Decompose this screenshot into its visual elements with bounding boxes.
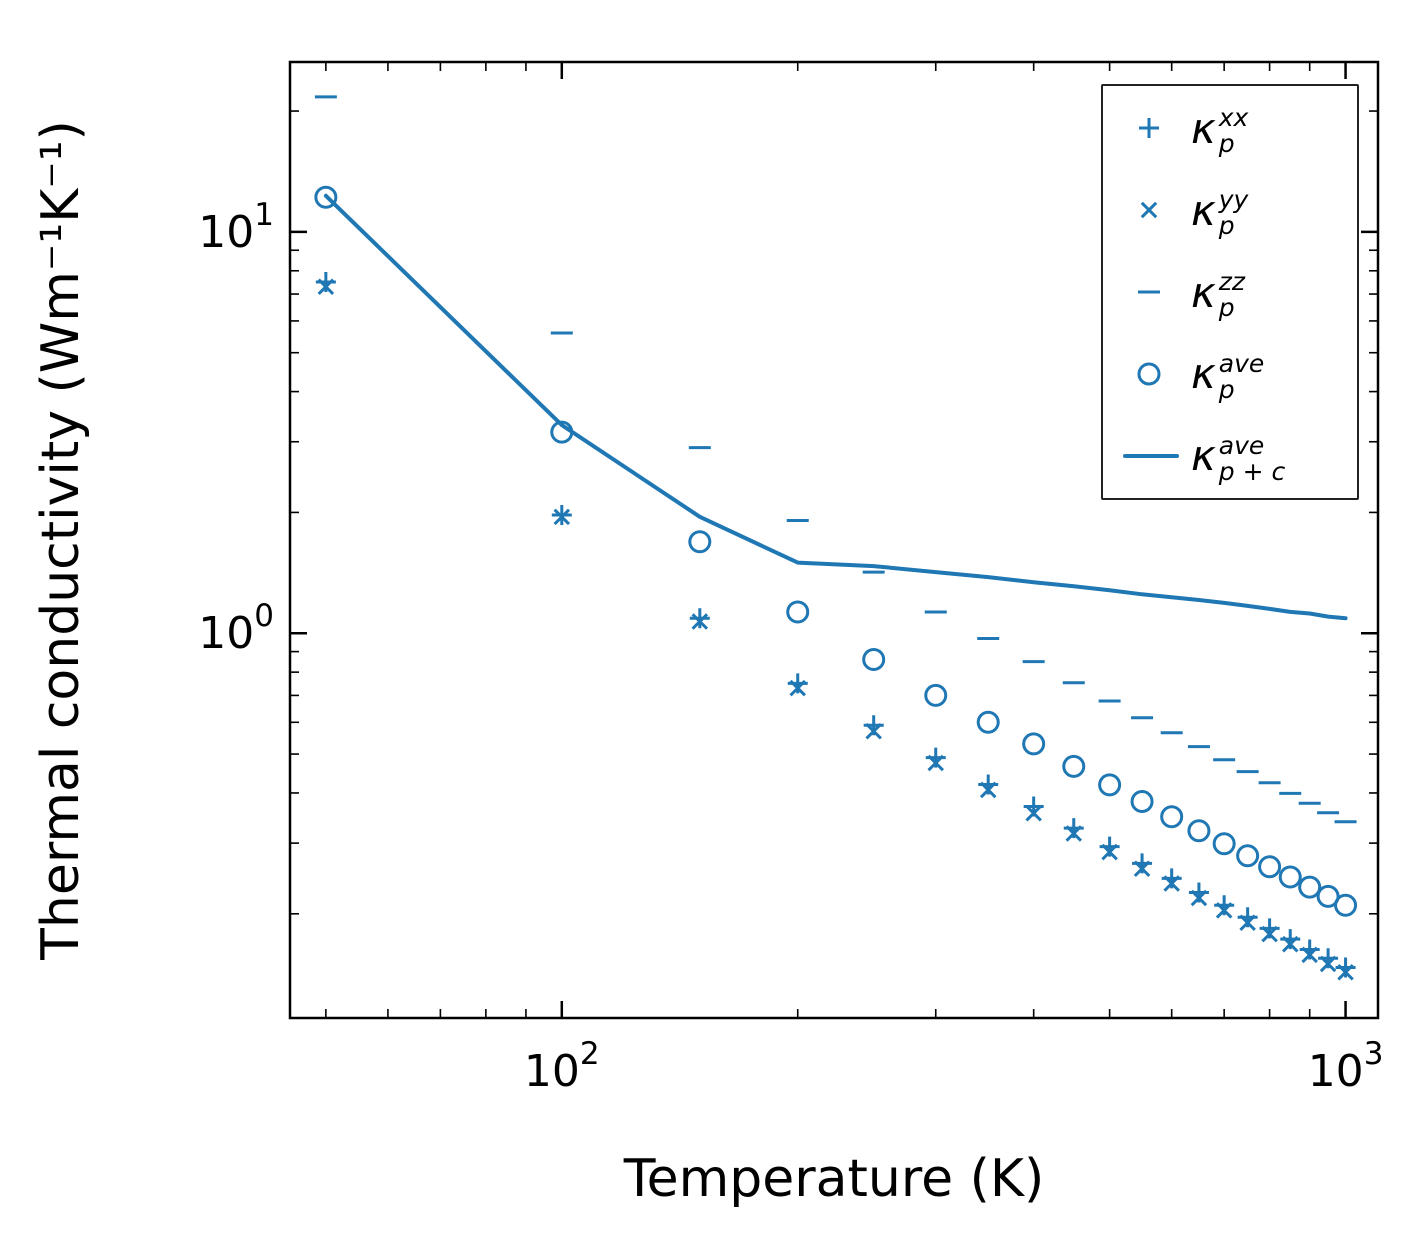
marker-x [927,754,945,772]
tick-label: 102 [524,1036,600,1097]
marker-circle [976,710,1000,734]
marker-x [1261,925,1278,943]
marker-circle [1278,865,1302,889]
marker-circle [314,185,338,209]
plot-border [288,60,1380,1020]
kappa-scripts: zz p [1218,266,1246,322]
marker-x [317,278,335,295]
marker-x [1239,914,1256,931]
marker-x [979,781,997,799]
series-kappa-p-yy [317,278,1354,981]
marker-x [1025,805,1042,822]
marker-x [553,508,571,526]
marker-circle [1212,832,1236,856]
marker-circle [1022,732,1046,756]
marker-x [1215,902,1233,919]
marker-circle [1098,773,1122,797]
x-legend-marker-icon [1140,201,1158,219]
superscript: yy [1218,184,1249,214]
x-axis-label: Temperature (K) [623,1149,1045,1209]
marker-x [1319,955,1337,973]
marker-x [865,722,882,740]
marker-x [1101,843,1118,861]
marker-circle [1316,884,1340,908]
kappa-symbol: κ [1191,431,1216,481]
legend-item-kappa-p-yy: κ yy p [1119,184,1349,241]
subscript: p [1218,293,1235,322]
marker-x [1163,875,1180,892]
plus-legend-marker-icon [1139,118,1159,139]
legend-item-kappa-p-zz: κ zz p [1119,266,1349,322]
line-kappa-p-plus-c-ave [323,193,1348,621]
legend-label-kappa-p-zz: κ zz p [1191,266,1246,322]
subscript: p [1218,374,1235,404]
tick-label: 101 [198,197,274,258]
marker-x [1337,964,1354,981]
marker-plus [689,608,710,629]
marker-plus [1139,118,1159,139]
dash-legend-marker-icon [1138,290,1160,294]
marker-plus [787,673,808,694]
marker-x [1140,201,1158,219]
kappa-symbol: κ [1191,103,1216,153]
marker-circle [1137,362,1161,386]
superscript: ave [1218,348,1265,378]
marker-circle [1062,754,1086,778]
legend-item-kappa-p-xx: κ xx p [1119,102,1349,159]
kappa-symbol: κ [1191,349,1216,399]
legend-label-kappa-p-xx: κ xx p [1191,102,1249,159]
legend-item-kappa-p-plus-c-ave: κ ave p + c [1119,430,1349,486]
marker-circle [1160,805,1184,829]
marker-circle [1130,789,1154,813]
kappa-scripts: ave p [1218,348,1265,404]
subscript: p + c [1218,456,1286,486]
line-legend-marker-icon [1123,453,1179,458]
marker-circle [1334,893,1358,917]
plot-area: 102 103 100 101 [198,60,1384,1097]
marker-x [691,613,709,630]
tick-label: 103 [1308,1036,1384,1097]
marker-x [1133,860,1151,877]
marker-circle [786,600,810,624]
marker-plus [1335,957,1356,978]
kappa-scripts: xx p [1218,103,1249,159]
tick-label: 100 [198,598,274,659]
subscript: p [1218,211,1235,241]
series-kappa-p-plus-c-ave [323,193,1348,621]
marker-circle [1298,875,1322,899]
marker-plus [315,272,336,293]
legend-label-kappa-p-plus-c-ave: κ ave p + c [1191,430,1286,486]
kappa-symbol: κ [1191,267,1216,317]
subscript: p [1218,129,1235,159]
marker-circle [862,648,886,672]
marker-x [1301,946,1318,964]
kappa-scripts: yy p [1218,184,1249,241]
circle-legend-marker-icon [1137,362,1161,386]
marker-circle [688,530,712,554]
superscript: xx [1218,103,1249,132]
series-kappa-p-zz [314,95,1357,824]
marker-x [1281,935,1299,953]
legend-label-kappa-p-yy: κ yy p [1191,184,1249,241]
marker-circle [1236,844,1260,868]
superscript: ave [1218,430,1265,460]
marker-x [789,679,806,697]
legend: κ xx p κ yy p κ zz p κ ave p κ ave p + c [1101,84,1359,500]
kappa-scripts: ave p + c [1218,430,1286,486]
y-axis-label: Thermal conductivity (Wm⁻¹K⁻¹) [31,120,91,961]
marker-x [1065,825,1083,842]
legend-label-kappa-p-ave: κ ave p [1191,348,1265,404]
marker-x [1190,889,1208,907]
marker-circle [924,683,948,707]
marker-circle [1187,819,1211,843]
marker-circle [1258,855,1282,879]
superscript: zz [1218,266,1246,296]
kappa-symbol: κ [1191,185,1216,235]
legend-item-kappa-p-ave: κ ave p [1119,348,1349,404]
